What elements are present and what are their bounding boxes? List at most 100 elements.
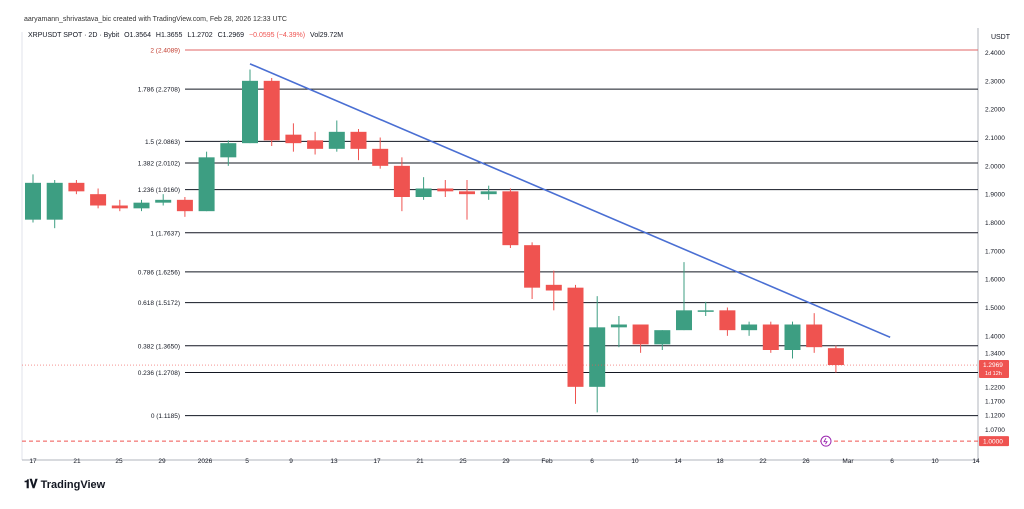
time-tick-label: 10 [631,458,639,465]
fib-label-1.382: 1.382 (2.0102) [138,160,180,167]
tradingview-logo: 𝟏𝐕 TradingView [24,477,105,492]
candle [307,131,324,155]
candle [806,313,823,353]
candle [459,180,475,220]
fib-label-2: 2 (2.4089) [150,47,180,54]
candle [350,129,367,161]
time-tick-label: 14 [674,458,682,465]
candle-body [697,310,714,312]
time-tick-label: 13 [330,458,338,465]
volume-value: Vol29.72M [310,32,344,39]
symbol-info-bar: XRPUSDT SPOT · 2D · Bybit O1.3564 H1.365… [28,32,346,39]
fib-label-0.236: 0.236 (1.2708) [138,370,180,377]
candle-body [307,140,324,149]
candle-body [480,191,497,195]
time-tick-label: 6 [890,458,894,465]
time-tick-label: 21 [73,458,81,465]
price-tick-label: 2.4000 [985,50,1005,57]
candle-body [263,80,280,141]
candle-body [242,80,258,144]
time-tick-label: 29 [502,458,510,465]
candle [784,321,801,359]
candle [328,120,345,152]
candle-body [632,324,649,345]
candle-body [676,310,692,331]
fib-label-0.382: 0.382 (1.3650) [138,343,180,350]
candle-body [328,131,345,149]
candle [524,242,541,299]
candle [632,324,649,353]
fib-label-0: 0 (1.1185) [151,413,180,420]
time-tick-label: 17 [29,458,37,465]
chart-grid [21,28,979,462]
candle [263,78,280,146]
time-tick-label: 22 [759,458,767,465]
candle [242,69,258,144]
alert-level-text: 1.0000 [983,439,1003,446]
candle [220,140,237,166]
candle [589,296,606,413]
candle-body [155,199,172,203]
candle-body [610,324,627,328]
candle [610,316,627,348]
candle [480,185,497,200]
price-tick-label: 1.3400 [985,350,1005,357]
candle-body [741,324,758,331]
candle-body [68,182,85,192]
time-tick-label: 9 [289,458,293,465]
candle [697,301,714,316]
fib-label-0.618: 0.618 (1.5172) [138,300,180,307]
brand-name: TradingView [40,478,106,491]
candle [25,174,41,223]
candle-body [90,194,107,206]
fibonacci-levels: 2 (2.4089) 1.786 (2.2708) 1.5 (2.0863) 1.38… [138,47,978,420]
price-tick-label: 1.6000 [985,277,1005,284]
candle [567,284,584,404]
fib-label-0.786: 0.786 (1.6256) [138,269,180,276]
candle [654,330,671,350]
event-marker-icon [820,435,832,447]
price-tick-label: 1.9000 [985,192,1005,199]
price-tick-label: 1.5000 [985,305,1005,312]
price-tick-label: 1.2200 [985,384,1005,391]
price-tick-label: 1.1200 [985,413,1005,420]
candle-body [589,327,606,387]
candle-body [762,324,779,350]
price-tick-label: 1.7000 [985,248,1005,255]
candle [285,123,302,152]
fib-label-1.5: 1.5 (2.0863) [145,139,180,146]
price-tick-label: 2.2000 [985,107,1005,114]
time-tick-label: 18 [716,458,724,465]
candle [133,199,150,212]
time-tick-label: 17 [373,458,381,465]
candle [762,321,779,353]
time-tick-label: 21 [416,458,424,465]
time-tick-label: Feb [541,458,553,465]
candle [502,188,519,248]
candle-body [437,188,454,192]
symbol-name[interactable]: XRPUSDT SPOT · 2D · Bybit [28,32,120,39]
tradingview-mark-icon: 𝟏𝐕 [24,477,38,491]
fib-label-1.236: 1.236 (1.9160) [138,187,180,194]
candle-body [415,188,432,197]
ohlc-open: O1.3564 [124,32,151,39]
candle-body [393,165,410,197]
candle-body [459,191,475,195]
time-tick-label: 14 [972,458,980,465]
candle [68,180,85,195]
price-tick-label: 1.8000 [985,220,1005,227]
candle [372,137,389,169]
candle-body [567,287,584,387]
candle-body [545,284,562,291]
time-tick-label: 29 [158,458,166,465]
price-axis-unit[interactable]: USDT [990,34,1010,41]
fib-label-1.786: 1.786 (2.2708) [138,87,180,94]
current-price-text: 1.2969 [983,362,1003,369]
candle-body [502,191,519,246]
ohlc-low: L1.2702 [187,32,213,39]
price-axis: 2.4000 2.3000 2.2000 2.1000 2.0000 1.9000 1.80… [985,50,1005,445]
candle [415,177,432,200]
candle [437,180,454,197]
ohlc-high: H1.3655 [155,32,183,39]
